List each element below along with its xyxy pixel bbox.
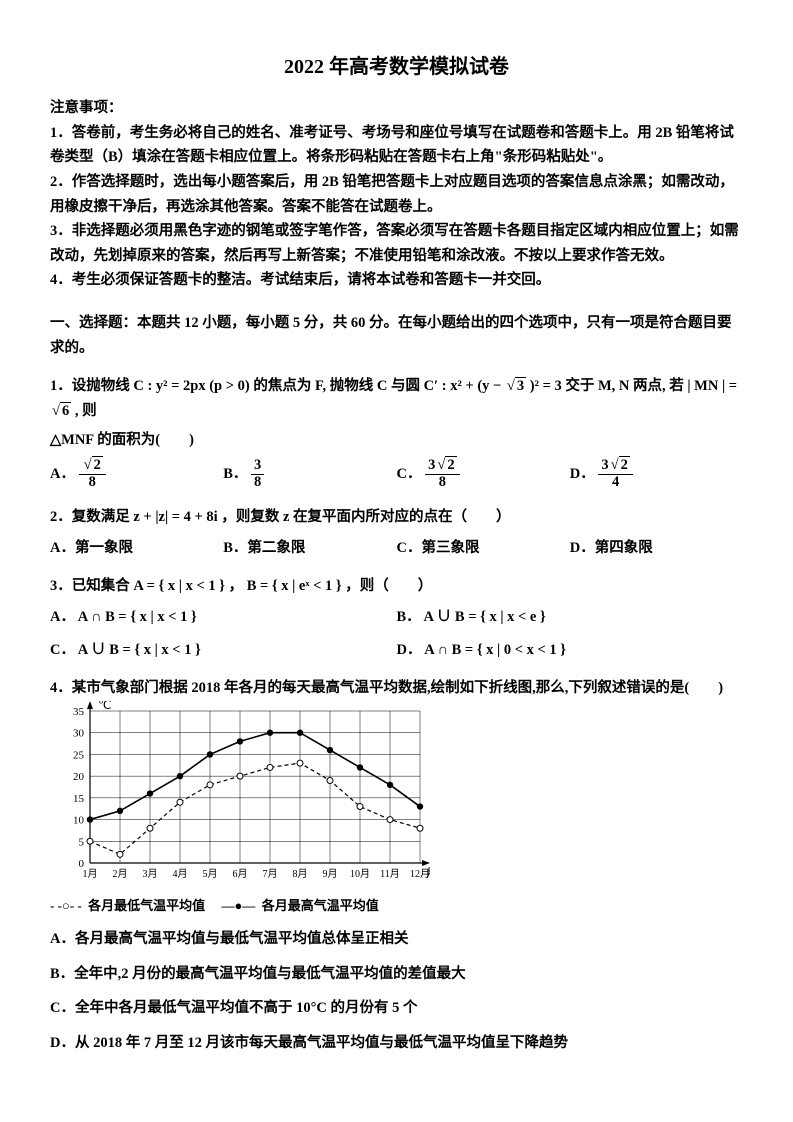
notice-2: 2．作答选择题时，选出每小题答案后，用 2B 铅笔把答题卡上对应题目选项的答案信…: [50, 170, 743, 219]
q4-opt-b: B．全年中,2 月份的最高气温平均值与最低气温平均值的差值最大: [50, 962, 743, 987]
svg-text:1月: 1月: [83, 868, 98, 880]
q1-options: A． 28 B． 38 C． 328 D． 324: [50, 458, 743, 491]
svg-text:月份: 月份: [426, 866, 430, 880]
temperature-chart: 051015202530351月2月3月4月5月6月7月8月9月10月11月12…: [50, 701, 743, 891]
q1-d-frac: 324: [598, 458, 632, 491]
legend-low-text: 各月最低气温平均值: [88, 898, 205, 913]
q2-opt-a: A．第一象限: [50, 536, 223, 561]
notice-header: 注意事项：: [50, 96, 743, 121]
svg-text:8月: 8月: [293, 868, 308, 880]
q1-stem-a: 1．设抛物线 C : y² = 2px (p > 0) 的焦点为 F, 抛物线 …: [50, 378, 505, 394]
notice-3: 3．非选择题必须用黑色字迹的钢笔或签字笔作答，答案必须写在答题卡各题目指定区域内…: [50, 219, 743, 268]
q4-opt-c: C．全年中各月最低气温平均值不高于 10°C 的月份有 5 个: [50, 996, 743, 1021]
question-2: 2．复数满足 z + |z| = 4 + 8i ，则复数 z 在复平面内所对应的…: [50, 505, 743, 530]
page-title: 2022 年高考数学模拟试卷: [50, 50, 743, 84]
svg-text:℃: ℃: [98, 701, 111, 712]
legend-low-icon: - -○- -: [50, 898, 85, 913]
svg-text:20: 20: [73, 771, 85, 783]
q3-options: A． A ∩ B = { x | x < 1 } B． A ∪ B = { x …: [50, 605, 743, 662]
chart-legend: - -○- - 各月最低气温平均值 —●— 各月最高气温平均值: [50, 895, 743, 917]
notice-1: 1．答卷前，考生务必将自己的姓名、准考证号、考场号和座位号填写在试题卷和答题卡上…: [50, 121, 743, 170]
svg-text:15: 15: [73, 793, 85, 805]
q1-opt-a: A． 28: [50, 458, 223, 491]
q1-opt-b: B． 38: [223, 458, 396, 491]
q1-c-label: C．: [397, 466, 422, 482]
svg-text:4月: 4月: [173, 868, 188, 880]
q2-options: A．第一象限 B．第二象限 C．第三象限 D．第四象限: [50, 536, 743, 561]
svg-text:9月: 9月: [323, 868, 338, 880]
svg-text:25: 25: [73, 749, 85, 761]
q2-opt-b: B．第二象限: [223, 536, 396, 561]
q1-c-frac: 328: [425, 458, 459, 491]
q1-a-frac: 28: [79, 458, 106, 491]
chart-svg: 051015202530351月2月3月4月5月6月7月8月9月10月11月12…: [50, 701, 430, 891]
q1-b-label: B．: [223, 466, 247, 482]
q3-opt-a: A． A ∩ B = { x | x < 1 }: [50, 605, 397, 630]
q3-opt-b: B． A ∪ B = { x | x < e }: [397, 605, 744, 630]
q1-a-label: A．: [50, 466, 75, 482]
legend-high-icon: —●—: [221, 898, 258, 913]
svg-text:7月: 7月: [263, 868, 278, 880]
q1-opt-c: C． 328: [397, 458, 570, 491]
svg-text:5月: 5月: [203, 868, 218, 880]
svg-text:10月: 10月: [350, 868, 370, 880]
svg-text:30: 30: [73, 728, 85, 740]
legend-high-text: 各月最高气温平均值: [262, 898, 379, 913]
q1-d-label: D．: [570, 466, 595, 482]
q3-opt-c: C． A ∪ B = { x | x < 1 }: [50, 638, 397, 663]
svg-text:5: 5: [79, 836, 85, 848]
svg-text:3月: 3月: [143, 868, 158, 880]
q2-opt-d: D．第四象限: [570, 536, 743, 561]
svg-text:11月: 11月: [380, 868, 400, 880]
question-4: 4．某市气象部门根据 2018 年各月的每天最高气温平均数据,绘制如下折线图,那…: [50, 676, 743, 701]
question-1: 1．设抛物线 C : y² = 2px (p > 0) 的焦点为 F, 抛物线 …: [50, 374, 743, 423]
q2-opt-c: C．第三象限: [397, 536, 570, 561]
q1-opt-d: D． 324: [570, 458, 743, 491]
q1-b-frac: 38: [251, 458, 264, 491]
q1-stem-b: )² = 3 交于 M, N 两点, 若 | MN | =: [526, 378, 737, 394]
section-1-header: 一、选择题：本题共 12 小题，每小题 5 分，共 60 分。在每小题给出的四个…: [50, 311, 743, 360]
q4-opt-a: A．各月最高气温平均值与最低气温平均值总体呈正相关: [50, 927, 743, 952]
sqrt-6: 6: [50, 399, 71, 424]
notice-4: 4．考生必须保证答题卡的整洁。考试结束后，请将本试卷和答题卡一并交回。: [50, 268, 743, 293]
q3-opt-d: D． A ∩ B = { x | 0 < x < 1 }: [397, 638, 744, 663]
q1-stem-2: △MNF 的面积为( ): [50, 428, 743, 453]
question-3: 3．已知集合 A = { x | x < 1 } ， B = { x | eˣ …: [50, 574, 743, 599]
q1-stem-c: , 则: [71, 403, 96, 419]
q4-opt-d: D．从 2018 年 7 月至 12 月该市每天最高气温平均值与最低气温平均值呈…: [50, 1031, 743, 1056]
svg-text:10: 10: [73, 815, 85, 827]
svg-text:35: 35: [73, 706, 85, 718]
sqrt-3: 3: [505, 374, 526, 399]
svg-text:6月: 6月: [233, 868, 248, 880]
svg-text:2月: 2月: [113, 868, 128, 880]
